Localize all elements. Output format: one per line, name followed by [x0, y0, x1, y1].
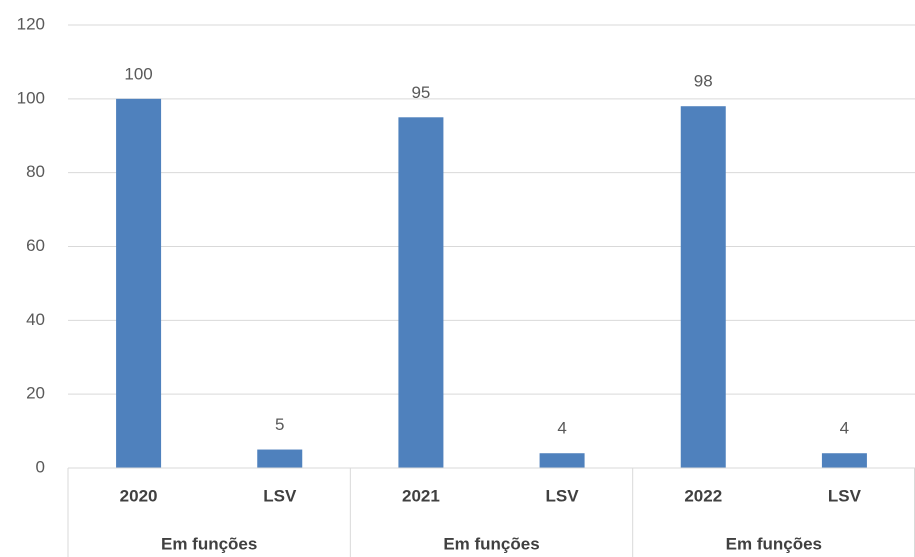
data-label: 98: [694, 72, 713, 91]
x-tick-label: 2020: [120, 486, 158, 505]
x-tick-label: LSV: [546, 486, 580, 505]
bar: [398, 117, 444, 469]
bar: [680, 106, 726, 468]
data-label: 4: [557, 419, 566, 438]
bar: [116, 98, 162, 468]
y-tick-label: 120: [17, 14, 45, 33]
x-tick-label: 2021: [402, 486, 440, 505]
x-tick-label: LSV: [263, 486, 297, 505]
group-label: Em funções: [726, 534, 822, 553]
y-tick-label: 100: [17, 88, 45, 107]
data-label: 4: [840, 419, 849, 438]
y-tick-label: 0: [36, 457, 45, 476]
x-tick-label: 2022: [684, 486, 722, 505]
group-label: Em funções: [161, 534, 257, 553]
y-tick-label: 60: [26, 236, 45, 255]
group-label: Em funções: [443, 534, 539, 553]
data-label: 5: [275, 415, 284, 434]
y-tick-label: 40: [26, 310, 45, 329]
bar: [539, 453, 585, 468]
data-label: 100: [124, 64, 152, 83]
y-tick-label: 80: [26, 162, 45, 181]
x-tick-label: LSV: [828, 486, 862, 505]
data-label: 95: [411, 83, 430, 102]
bar: [257, 449, 303, 468]
y-tick-label: 20: [26, 384, 45, 403]
bar: [821, 453, 867, 468]
